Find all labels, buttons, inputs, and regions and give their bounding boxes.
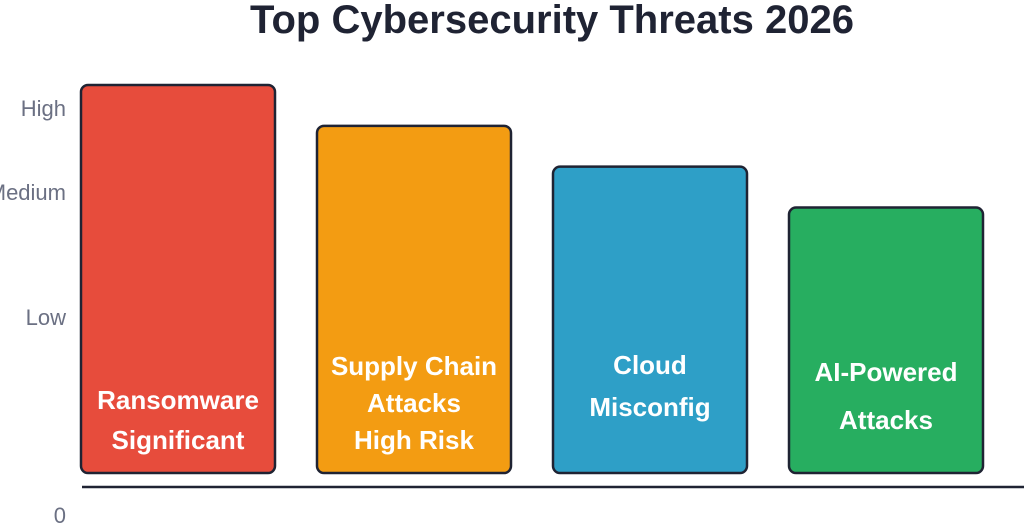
bar-category-label: Cloud Misconfig [589,350,710,422]
y-tick-label: 0 [54,503,66,526]
bar [551,165,749,475]
bar-category-label-line: Misconfig [589,392,710,422]
bar-category-label-line: AI-Powered [814,357,957,387]
y-tick-label: Low [26,305,66,330]
bar-category-label-line: Ransomware [97,385,259,415]
y-tick-label: Medium [0,180,66,205]
bars-group: Ransomware Significant Supply Chain Attacks… [79,83,985,475]
bar-category-label-line: Attacks [367,388,461,418]
bar-category-label: AI-Powered Attacks [814,357,957,435]
bar-category-label: Ransomware Significant [97,385,259,455]
bar-category-label-line: Attacks [839,405,933,435]
y-axis: 0 Low Medium High [0,96,66,526]
y-tick-label: High [21,96,66,121]
bar [79,83,277,475]
bar-category-label-line: Supply Chain [331,351,497,381]
bar [315,124,513,475]
bar-category-label-line: Cloud [613,350,687,380]
bar-category-label-line: High Risk [354,425,474,455]
bar-category-label-line: Significant [112,425,245,455]
bar [787,206,985,475]
chart-title: Top Cybersecurity Threats 2026 [250,0,854,42]
bar-category-label: Supply Chain Attacks High Risk [331,351,497,455]
